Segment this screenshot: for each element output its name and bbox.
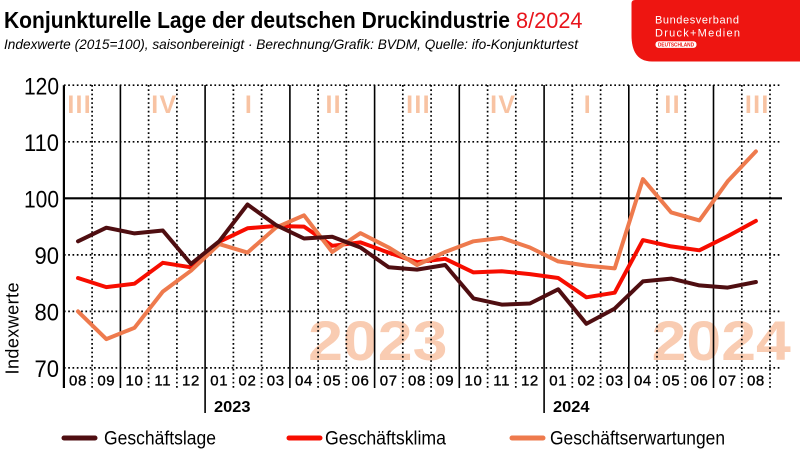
svg-text:03: 03: [267, 373, 285, 390]
svg-text:IV: IV: [151, 91, 177, 119]
svg-text:11: 11: [154, 373, 171, 390]
svg-text:12: 12: [182, 373, 200, 390]
svg-text:11: 11: [493, 373, 510, 390]
svg-text:06: 06: [352, 373, 370, 390]
svg-text:100: 100: [24, 187, 59, 214]
svg-text:02: 02: [239, 373, 257, 390]
svg-text:Druck+Medien: Druck+Medien: [655, 27, 740, 39]
svg-text:05: 05: [662, 373, 680, 390]
svg-text:01: 01: [210, 373, 228, 390]
svg-text:2023: 2023: [308, 310, 447, 372]
svg-text:80: 80: [35, 300, 60, 327]
svg-text:III: III: [406, 91, 431, 119]
svg-text:04: 04: [295, 373, 313, 390]
svg-text:05: 05: [323, 373, 341, 390]
svg-text:II: II: [664, 91, 681, 119]
svg-text:04: 04: [634, 373, 652, 390]
svg-text:70: 70: [35, 356, 60, 383]
svg-text:Konjunkturelle Lage der deutsc: Konjunkturelle Lage der deutschen Drucki…: [4, 7, 510, 33]
svg-text:II: II: [325, 91, 342, 119]
svg-text:02: 02: [577, 373, 595, 390]
svg-text:12: 12: [521, 373, 539, 390]
svg-text:120: 120: [24, 74, 59, 101]
svg-text:IV: IV: [490, 91, 516, 119]
svg-text:Indexwerte: Indexwerte: [3, 283, 23, 375]
svg-text:08: 08: [69, 373, 87, 390]
svg-text:Geschäftsklima: Geschäftsklima: [325, 429, 446, 450]
svg-text:07: 07: [380, 373, 398, 390]
svg-text:09: 09: [97, 373, 115, 390]
svg-text:Indexwerte (2015=100), saisonb: Indexwerte (2015=100), saisonbereinigt ·…: [4, 37, 579, 52]
svg-text:2024: 2024: [652, 310, 791, 372]
svg-text:08: 08: [747, 373, 765, 390]
svg-text:DEUTSCHLAND: DEUTSCHLAND: [658, 43, 694, 49]
svg-text:01: 01: [549, 373, 567, 390]
svg-text:07: 07: [719, 373, 737, 390]
svg-text:Geschäftslage: Geschäftslage: [104, 429, 216, 450]
svg-text:110: 110: [24, 130, 59, 157]
svg-text:10: 10: [465, 373, 483, 390]
svg-text:90: 90: [35, 243, 60, 270]
svg-text:Geschäftserwartungen: Geschäftserwartungen: [550, 429, 725, 450]
svg-text:III: III: [745, 91, 770, 119]
svg-text:III: III: [67, 91, 92, 119]
svg-text:2024: 2024: [553, 399, 590, 416]
svg-text:09: 09: [436, 373, 454, 390]
svg-text:2023: 2023: [214, 399, 251, 416]
svg-text:8/2024: 8/2024: [516, 8, 583, 33]
svg-text:08: 08: [408, 373, 426, 390]
svg-text:06: 06: [690, 373, 708, 390]
svg-text:I: I: [584, 91, 592, 119]
svg-text:I: I: [245, 91, 253, 119]
svg-text:Bundesverband: Bundesverband: [655, 15, 739, 27]
svg-text:10: 10: [126, 373, 144, 390]
svg-text:03: 03: [606, 373, 624, 390]
